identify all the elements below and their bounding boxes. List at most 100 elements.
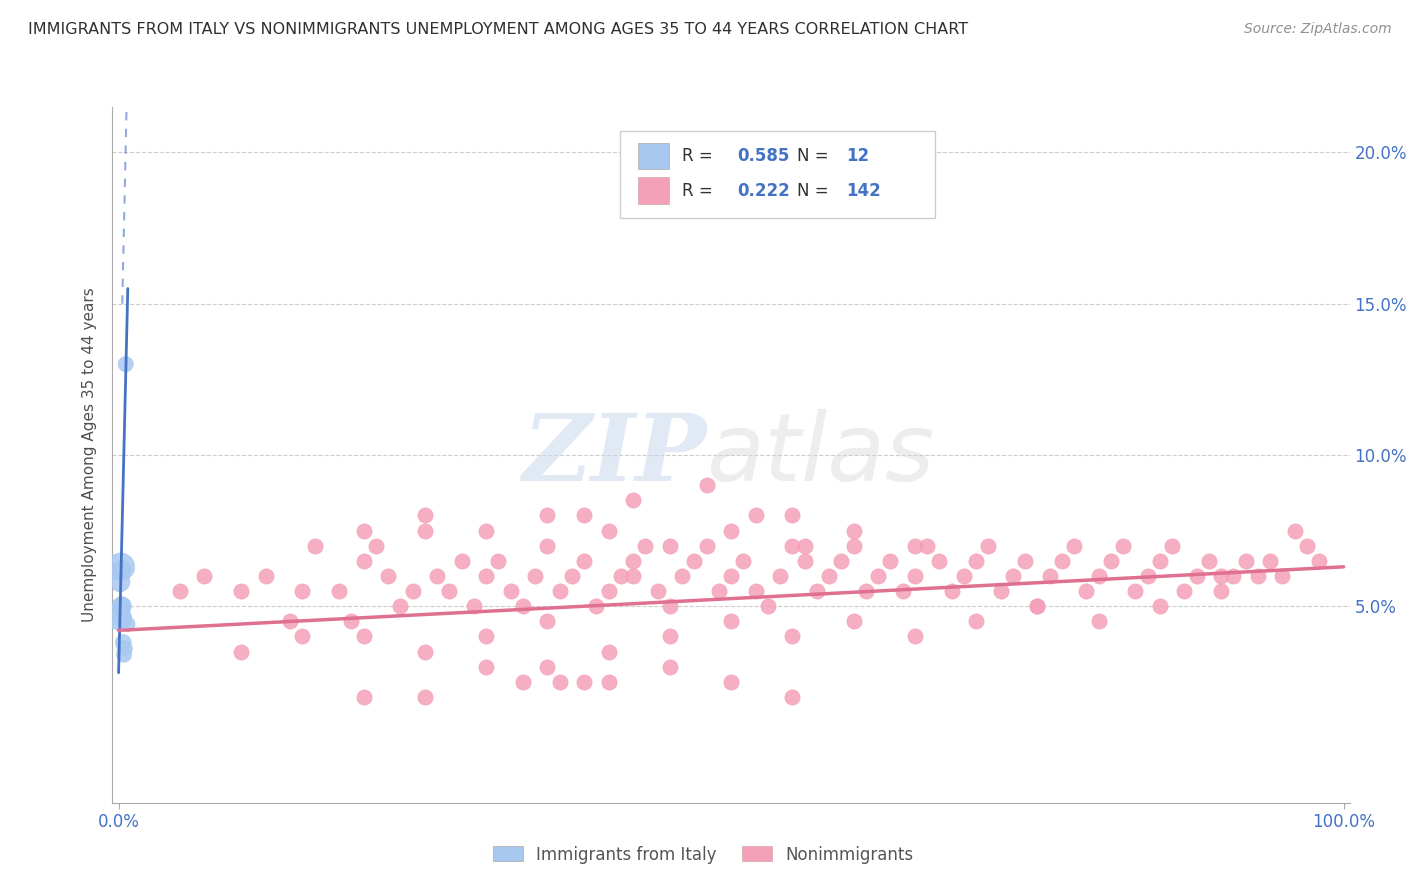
Point <box>413 524 436 538</box>
Point <box>683 554 706 568</box>
Point <box>413 690 436 704</box>
Point <box>1149 554 1171 568</box>
Point <box>1014 554 1036 568</box>
Point <box>915 539 938 553</box>
Point <box>486 554 509 568</box>
Point <box>1149 599 1171 614</box>
Point <box>744 584 766 599</box>
Point <box>111 611 134 625</box>
Point <box>842 615 865 629</box>
Point <box>499 584 522 599</box>
Point <box>1296 539 1319 553</box>
Point <box>536 508 558 523</box>
Point <box>291 584 314 599</box>
Point <box>904 569 927 583</box>
Point <box>1211 584 1233 599</box>
Text: R =: R = <box>682 182 717 200</box>
Point <box>1161 539 1184 553</box>
Point <box>1234 554 1257 568</box>
Point <box>1198 554 1220 568</box>
Point <box>953 569 976 583</box>
Point <box>782 690 804 704</box>
Text: ZIP: ZIP <box>522 410 706 500</box>
Point <box>904 539 927 553</box>
Point <box>328 584 350 599</box>
Point <box>110 559 132 574</box>
Point <box>389 599 412 614</box>
Point <box>353 524 375 538</box>
Point <box>377 569 399 583</box>
Point <box>117 617 139 632</box>
Point <box>304 539 326 553</box>
Point <box>793 539 815 553</box>
Point <box>340 615 363 629</box>
Point <box>756 599 779 614</box>
Point <box>1173 584 1195 599</box>
Point <box>112 648 135 662</box>
Point <box>598 644 620 658</box>
Point <box>475 629 498 643</box>
Point <box>1211 569 1233 583</box>
Point <box>696 478 718 492</box>
Legend: Immigrants from Italy, Nonimmigrants: Immigrants from Italy, Nonimmigrants <box>486 839 920 871</box>
Point <box>1026 599 1049 614</box>
Point <box>658 659 681 673</box>
Point <box>904 629 927 643</box>
Point <box>658 539 681 553</box>
Point <box>965 554 987 568</box>
Text: Source: ZipAtlas.com: Source: ZipAtlas.com <box>1244 22 1392 37</box>
Point <box>193 569 215 583</box>
Text: 142: 142 <box>846 182 882 200</box>
Text: IMMIGRANTS FROM ITALY VS NONIMMIGRANTS UNEMPLOYMENT AMONG AGES 35 TO 44 YEARS CO: IMMIGRANTS FROM ITALY VS NONIMMIGRANTS U… <box>28 22 969 37</box>
Point <box>658 629 681 643</box>
Point <box>291 629 314 643</box>
Point <box>111 563 134 577</box>
Point <box>733 554 755 568</box>
Point <box>842 524 865 538</box>
Point <box>621 493 644 508</box>
FancyBboxPatch shape <box>620 131 935 219</box>
Point <box>114 641 136 656</box>
Point <box>353 629 375 643</box>
Point <box>463 599 485 614</box>
Point <box>1099 554 1122 568</box>
Point <box>965 615 987 629</box>
Point <box>696 539 718 553</box>
Point <box>782 539 804 553</box>
Point <box>413 508 436 523</box>
Point <box>1087 615 1109 629</box>
Point <box>647 584 669 599</box>
Point <box>1308 554 1330 568</box>
Point <box>353 554 375 568</box>
Point <box>598 674 620 689</box>
Point <box>1271 569 1294 583</box>
Point <box>450 554 472 568</box>
Point <box>671 569 693 583</box>
Point <box>1112 539 1135 553</box>
Point <box>278 615 301 629</box>
Point <box>782 629 804 643</box>
Point <box>114 357 136 371</box>
Point <box>108 611 131 625</box>
Point <box>1026 599 1049 614</box>
Point <box>512 599 534 614</box>
Point <box>536 615 558 629</box>
Point <box>111 599 134 614</box>
Text: 12: 12 <box>846 147 869 165</box>
Point <box>707 584 730 599</box>
Point <box>426 569 449 583</box>
Point <box>439 584 461 599</box>
Point <box>561 569 583 583</box>
Point <box>475 659 498 673</box>
Text: 0.222: 0.222 <box>737 182 790 200</box>
Point <box>806 584 828 599</box>
Point <box>572 508 595 523</box>
Point <box>512 674 534 689</box>
Point <box>413 644 436 658</box>
Point <box>598 584 620 599</box>
Point <box>598 524 620 538</box>
Point <box>610 569 633 583</box>
Point <box>1185 569 1208 583</box>
Point <box>720 674 742 689</box>
Point <box>572 674 595 689</box>
